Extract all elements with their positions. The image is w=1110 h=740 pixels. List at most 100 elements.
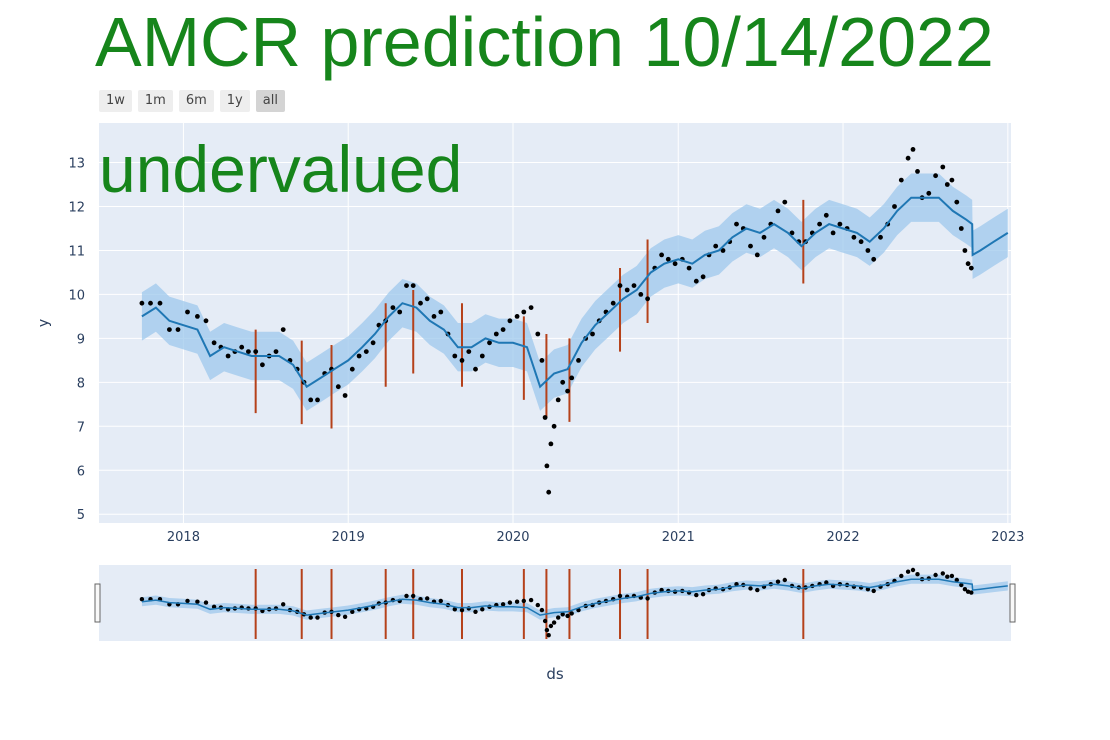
slider-point xyxy=(551,620,557,625)
data-point xyxy=(748,243,753,249)
slider-point xyxy=(871,588,876,594)
data-point xyxy=(167,327,172,332)
slider-point xyxy=(500,602,506,607)
data-point xyxy=(528,305,534,310)
data-point xyxy=(157,300,163,306)
data-point xyxy=(823,212,829,218)
data-point xyxy=(239,344,245,350)
x-tick-label: 2023 xyxy=(991,530,1024,545)
data-point xyxy=(569,375,575,381)
data-point xyxy=(965,261,971,267)
slider-point xyxy=(473,609,478,614)
slider-point xyxy=(342,614,348,619)
slider-point xyxy=(959,582,964,588)
range-slider[interactable] xyxy=(99,565,1011,641)
data-point xyxy=(308,397,314,403)
data-point xyxy=(672,261,678,267)
data-point xyxy=(933,173,938,179)
data-point xyxy=(940,164,946,170)
slider-point xyxy=(755,587,760,593)
slider-point xyxy=(459,607,465,613)
x-tick-label: 2021 xyxy=(662,530,695,545)
data-point xyxy=(944,182,950,187)
data-point xyxy=(565,388,570,394)
data-point xyxy=(968,265,974,271)
data-point xyxy=(500,327,506,332)
data-point xyxy=(645,296,650,302)
data-point xyxy=(452,353,458,359)
forecast-line xyxy=(141,196,1009,389)
data-point xyxy=(185,309,190,315)
slider-point xyxy=(521,598,526,604)
slider-point xyxy=(949,573,955,579)
slider-point xyxy=(945,574,950,579)
data-point xyxy=(817,221,822,227)
y-tick-label: 10 xyxy=(68,288,85,303)
range-slider-left-handle[interactable] xyxy=(94,583,101,623)
data-point xyxy=(548,441,554,447)
data-point xyxy=(546,489,552,495)
slider-point xyxy=(203,600,209,605)
slider-point xyxy=(452,607,457,612)
data-point xyxy=(555,397,561,403)
slider-point xyxy=(954,577,959,583)
forecast-yhat-line xyxy=(141,196,1009,389)
range-button-1y[interactable]: 1y xyxy=(219,90,250,112)
data-point xyxy=(576,358,581,363)
slider-point xyxy=(962,587,968,592)
data-point xyxy=(370,340,376,346)
range-button-1w[interactable]: 1w xyxy=(99,90,132,112)
slider-point xyxy=(336,612,341,618)
slider-point xyxy=(969,590,974,595)
data-point xyxy=(617,283,623,288)
x-tick-label: 2019 xyxy=(332,530,365,545)
data-point xyxy=(487,340,492,346)
data-point xyxy=(892,204,897,209)
data-point xyxy=(659,252,664,258)
slider-point xyxy=(195,599,200,604)
data-point xyxy=(610,300,616,306)
data-point xyxy=(686,265,692,271)
y-tick-label: 6 xyxy=(77,464,85,479)
slider-point xyxy=(514,599,520,604)
slider-point xyxy=(281,602,286,607)
data-point xyxy=(949,177,955,183)
data-point xyxy=(830,230,836,236)
range-button-all[interactable]: all xyxy=(255,90,285,112)
range-button-6m[interactable]: 6m xyxy=(178,90,214,112)
slider-point xyxy=(211,604,217,609)
data-point xyxy=(700,274,706,280)
data-point xyxy=(665,256,671,262)
x-tick-label: 2020 xyxy=(496,530,529,545)
data-point xyxy=(431,314,437,319)
slider-point xyxy=(539,607,545,613)
data-point xyxy=(335,384,341,390)
range-slider-right-handle[interactable] xyxy=(1009,583,1016,623)
data-point xyxy=(865,248,871,253)
slider-point xyxy=(185,598,190,604)
data-point xyxy=(148,300,153,306)
data-point xyxy=(397,309,403,315)
slider-point xyxy=(933,572,938,578)
data-point xyxy=(910,147,916,152)
data-point xyxy=(342,393,348,398)
plot-area[interactable] xyxy=(99,123,1011,523)
data-point xyxy=(958,226,964,231)
data-point xyxy=(175,327,181,332)
y-tick-label: 12 xyxy=(68,201,85,216)
data-point xyxy=(466,349,472,354)
data-point xyxy=(560,379,566,385)
data-point xyxy=(410,283,416,288)
data-point xyxy=(438,309,444,315)
data-point xyxy=(638,292,644,297)
data-point xyxy=(424,296,430,302)
slider-point xyxy=(560,612,565,617)
data-point xyxy=(871,256,877,262)
slider-point xyxy=(910,567,916,573)
data-point xyxy=(507,318,513,324)
data-point xyxy=(260,362,265,368)
data-point xyxy=(858,239,864,245)
data-point xyxy=(539,358,545,363)
range-button-1m[interactable]: 1m xyxy=(137,90,173,112)
data-point xyxy=(404,283,409,288)
